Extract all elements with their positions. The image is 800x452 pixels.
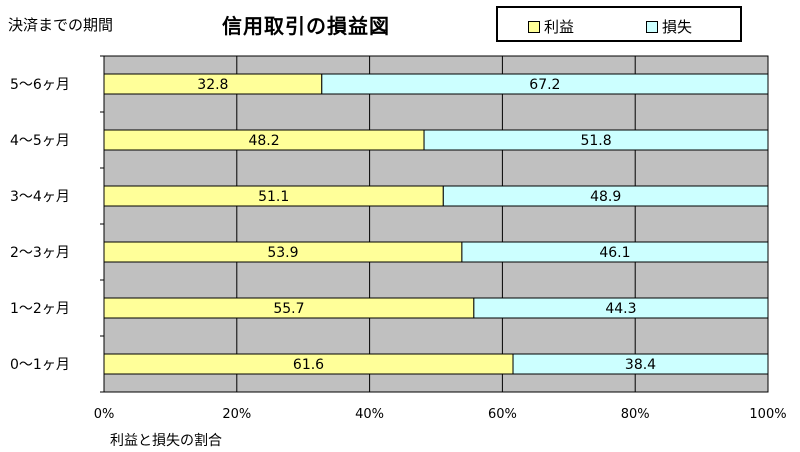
x-axis-title: 利益と損失の割合 — [110, 433, 222, 449]
bar-loss — [423, 129, 769, 151]
legend-item-loss: 損失 — [646, 16, 692, 37]
x-tick-label: 40% — [355, 407, 384, 422]
plot-area — [103, 55, 769, 393]
data-label-loss: 44.3 — [605, 301, 636, 317]
category-label: 4～5ヶ月 — [10, 133, 70, 149]
legend-label-loss: 損失 — [662, 18, 693, 36]
category-label: 1～2ヶ月 — [10, 301, 70, 317]
data-label-profit: 32.8 — [197, 77, 228, 93]
data-label-profit: 53.9 — [267, 245, 298, 261]
chart-title: 信用取引の損益図 — [222, 14, 390, 38]
x-tick-label: 100% — [749, 407, 786, 422]
data-label-profit: 61.6 — [293, 357, 324, 373]
data-label-profit: 51.1 — [258, 189, 289, 205]
category-label: 5～6ヶ月 — [10, 77, 70, 93]
legend: 利益 損失 — [496, 6, 742, 42]
y-axis-title: 決済までの期間 — [8, 16, 114, 34]
data-label-profit: 48.2 — [248, 133, 279, 149]
legend-label-profit: 利益 — [544, 18, 575, 36]
x-tick-label: 20% — [222, 407, 251, 422]
x-tick-label: 80% — [621, 407, 650, 422]
category-label: 2～3ヶ月 — [10, 245, 70, 261]
legend-swatch-profit — [528, 20, 540, 33]
data-label-loss: 48.9 — [590, 189, 621, 205]
category-label: 0～1ヶ月 — [10, 357, 70, 373]
data-label-loss: 51.8 — [580, 133, 611, 149]
bar-loss — [473, 297, 769, 319]
data-label-loss: 38.4 — [625, 357, 656, 373]
x-tick-label: 0% — [94, 407, 115, 422]
data-label-profit: 55.7 — [273, 301, 304, 317]
bar-loss — [442, 185, 769, 207]
bar-loss — [461, 241, 769, 263]
data-label-loss: 46.1 — [599, 245, 630, 261]
bar-loss — [512, 353, 769, 375]
x-tick-label: 60% — [488, 407, 517, 422]
data-label-loss: 67.2 — [529, 77, 560, 93]
bar-loss — [321, 73, 769, 95]
category-label: 3～4ヶ月 — [10, 189, 70, 205]
legend-item-profit: 利益 — [528, 16, 574, 37]
legend-swatch-loss — [646, 20, 658, 33]
